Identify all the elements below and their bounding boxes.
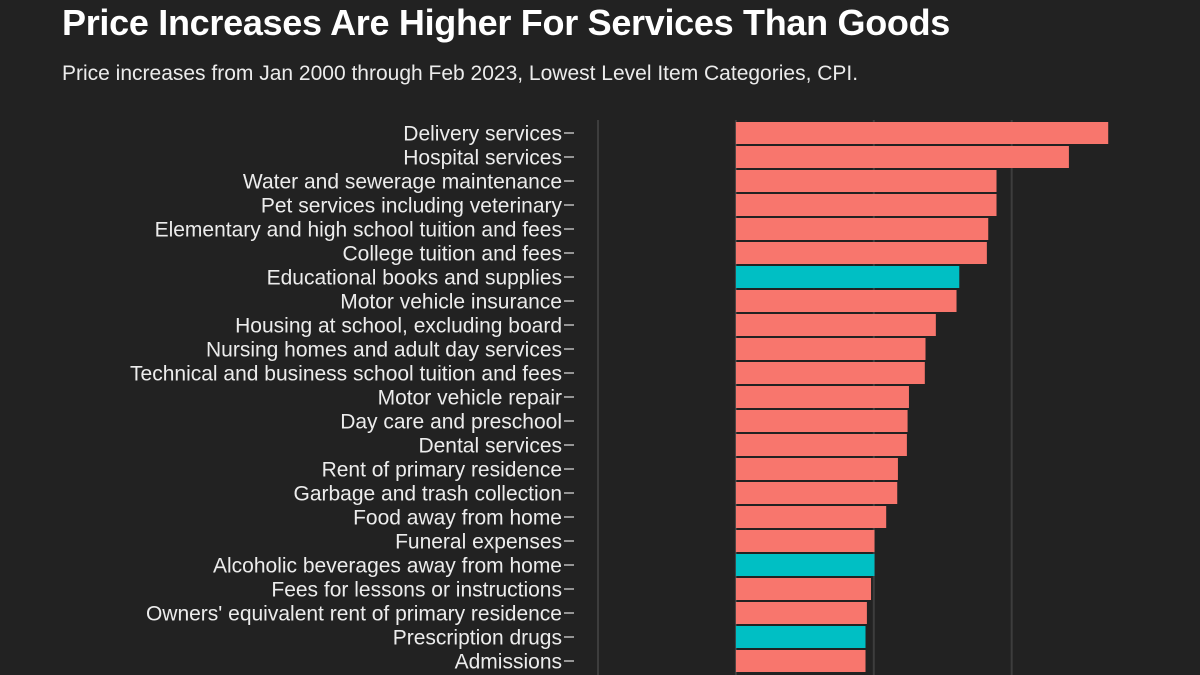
- category-label-7: Motor vehicle insurance: [340, 291, 562, 314]
- bar-18: [735, 554, 875, 576]
- category-label-3: Pet services including veterinary: [261, 195, 563, 218]
- bar-9: [735, 338, 926, 360]
- category-label-8: Housing at school, excluding board: [235, 315, 562, 338]
- category-label-12: Day care and preschool: [340, 411, 562, 434]
- category-label-19: Fees for lessons or instructions: [271, 579, 562, 602]
- bar-4: [735, 218, 989, 240]
- bars: [735, 122, 1109, 672]
- bar-6: [735, 266, 960, 288]
- category-label-11: Motor vehicle repair: [378, 387, 562, 410]
- bar-8: [735, 314, 936, 336]
- bar-11: [735, 386, 909, 408]
- category-label-16: Food away from home: [353, 507, 562, 530]
- bar-14: [735, 458, 898, 480]
- category-label-2: Water and sewerage maintenance: [243, 171, 562, 194]
- bar-17: [735, 530, 875, 552]
- bar-5: [735, 242, 987, 264]
- chart-subtitle: Price increases from Jan 2000 through Fe…: [62, 62, 859, 85]
- bar-3: [735, 194, 997, 216]
- category-label-0: Delivery services: [403, 123, 562, 146]
- bar-2: [735, 170, 997, 192]
- chart-title: Price Increases Are Higher For Services …: [62, 2, 951, 43]
- category-label-17: Funeral expenses: [395, 531, 562, 554]
- bar-19: [735, 578, 872, 600]
- bar-13: [735, 434, 907, 456]
- category-label-21: Prescription drugs: [393, 627, 562, 650]
- bar-16: [735, 506, 887, 528]
- category-label-5: College tuition and fees: [343, 243, 563, 266]
- category-label-20: Owners' equivalent rent of primary resid…: [146, 603, 562, 626]
- bar-10: [735, 362, 925, 384]
- bar-7: [735, 290, 957, 312]
- category-label-4: Elementary and high school tuition and f…: [155, 219, 562, 242]
- category-label-9: Nursing homes and adult day services: [206, 339, 562, 362]
- category-label-10: Technical and business school tuition an…: [130, 363, 562, 386]
- category-label-1: Hospital services: [403, 147, 562, 170]
- bar-1: [735, 146, 1069, 168]
- category-label-18: Alcoholic beverages away from home: [213, 555, 562, 578]
- category-label-22: Admissions: [455, 651, 562, 674]
- bar-15: [735, 482, 898, 504]
- bar-12: [735, 410, 908, 432]
- category-label-15: Garbage and trash collection: [294, 483, 563, 506]
- bar-20: [735, 602, 867, 624]
- category-label-6: Educational books and supplies: [267, 267, 562, 290]
- bar-21: [735, 626, 866, 648]
- bar-22: [735, 650, 866, 672]
- category-label-14: Rent of primary residence: [322, 459, 562, 482]
- bar-0: [735, 122, 1109, 144]
- category-label-13: Dental services: [418, 435, 562, 458]
